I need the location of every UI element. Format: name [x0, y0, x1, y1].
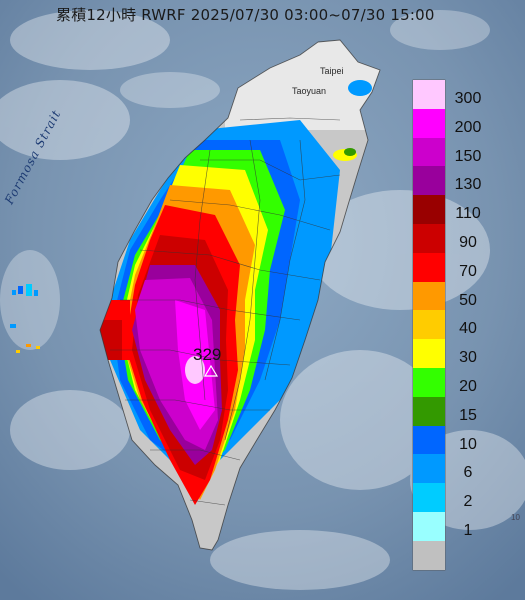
- legend-label: 20: [459, 378, 477, 395]
- legend-label: 90: [459, 234, 477, 251]
- max-value-label: 329: [193, 345, 222, 364]
- legend-swatch: [413, 396, 445, 427]
- legend-label: 30: [459, 349, 477, 367]
- legend-label: 1: [463, 522, 473, 539]
- legend-label: 10: [459, 435, 477, 453]
- legend-label: 200: [454, 118, 482, 136]
- legend-swatch: [413, 339, 445, 369]
- corner-label: 10: [511, 513, 520, 522]
- legend-label: 150: [454, 147, 482, 165]
- legend-swatch: [413, 281, 445, 311]
- legend-swatch: [413, 483, 445, 513]
- legend-swatch: [413, 80, 445, 110]
- legend-label: 2: [463, 493, 473, 511]
- legend-swatch: [413, 368, 445, 398]
- legend-swatch: [413, 166, 445, 196]
- legend-swatch: [413, 454, 445, 484]
- legend-label: 40: [459, 320, 477, 338]
- legend-swatch: [413, 137, 445, 167]
- map-title: 累積12小時 RWRF 2025/07/30 03:00~07/30 15:00: [56, 6, 435, 24]
- max-marker-icon: [203, 364, 219, 377]
- legend-label: 130: [454, 176, 482, 194]
- legend-swatch: [413, 540, 445, 571]
- legend-swatch: [413, 310, 445, 340]
- legend-swatch: [413, 108, 445, 139]
- legend-label: 300: [454, 90, 482, 107]
- city-label-taipei: Taipei: [320, 66, 344, 76]
- legend-swatch: [413, 512, 445, 542]
- legend-label: 110: [455, 205, 481, 223]
- legend-label: 50: [459, 291, 477, 309]
- legend-label: 15: [459, 406, 477, 424]
- legend-swatch: [413, 195, 445, 225]
- legend-swatch: [413, 425, 445, 455]
- city-label-taoyuan: Taoyuan: [292, 86, 327, 96]
- legend-swatch: [413, 224, 445, 254]
- legend-swatch: [413, 252, 445, 283]
- legend-label: 70: [459, 262, 477, 280]
- legend-label: 6: [463, 464, 473, 482]
